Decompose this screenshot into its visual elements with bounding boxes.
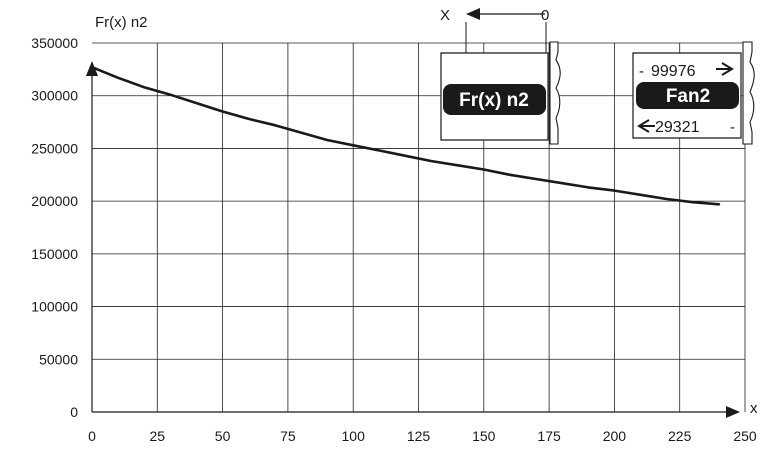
axis-marker-arrow	[466, 8, 480, 20]
fan-box-right-arrow-icon	[721, 62, 734, 76]
x-tick-label: 0	[88, 428, 96, 444]
y-axis-title: Fr(x) n2	[95, 14, 148, 31]
fan-box-left-arrow-icon	[637, 119, 650, 133]
display-box-label-bg	[443, 84, 546, 115]
y-tick-label: 250000	[31, 140, 78, 156]
display-box: Fr(x) n2	[440, 41, 561, 145]
x-tick-label: 125	[407, 428, 431, 444]
axis-marker: X 0	[440, 7, 549, 55]
fan-box-tear	[742, 41, 755, 145]
y-tick-label: 350000	[31, 35, 78, 51]
x-tick-label: 225	[668, 428, 692, 444]
x-tick-label: 100	[342, 428, 366, 444]
display-box-label: Fr(x) n2	[459, 90, 529, 111]
y-tick-label: 300000	[31, 88, 78, 104]
y-tick-label: 0	[70, 404, 78, 420]
grid	[92, 42, 746, 412]
y-tick-label: 50000	[39, 351, 78, 367]
x-tick-label: 150	[472, 428, 496, 444]
display-box-tear	[549, 41, 561, 145]
fan-box-name: Fan2	[666, 86, 710, 107]
x-tick-label: 75	[280, 428, 296, 444]
fan-box-name-bg	[636, 82, 739, 109]
fan-box-bottom-value: 29321	[655, 119, 700, 136]
x-axis-title: x	[750, 400, 758, 417]
y-tick-label: 200000	[31, 193, 78, 209]
fan-box-bottom-dash: -	[730, 119, 735, 136]
series-group	[90, 65, 721, 206]
axis-marker-x-label: X	[440, 7, 450, 24]
x-axis-arrow	[726, 406, 740, 418]
y-tick-label: 150000	[31, 246, 78, 262]
x-tick-label: 175	[537, 428, 561, 444]
axis-marker-zero-label: 0	[541, 7, 549, 24]
tick-labels: 0 25 50 75 100 125 150 175 200 225 250 0 50000 100000…	[31, 35, 757, 444]
fan-box-top-dash: -	[639, 63, 644, 80]
y-tick-label: 100000	[31, 299, 78, 315]
x-tick-label: 200	[603, 428, 627, 444]
x-tick-label: 25	[150, 428, 166, 444]
x-tick-label: 250	[733, 428, 757, 444]
fan-box-top-value: 99976	[651, 63, 696, 80]
fan-box: - 99976 Fan2 29321 -	[632, 41, 755, 145]
x-tick-label: 50	[215, 428, 231, 444]
series-line	[90, 65, 721, 206]
